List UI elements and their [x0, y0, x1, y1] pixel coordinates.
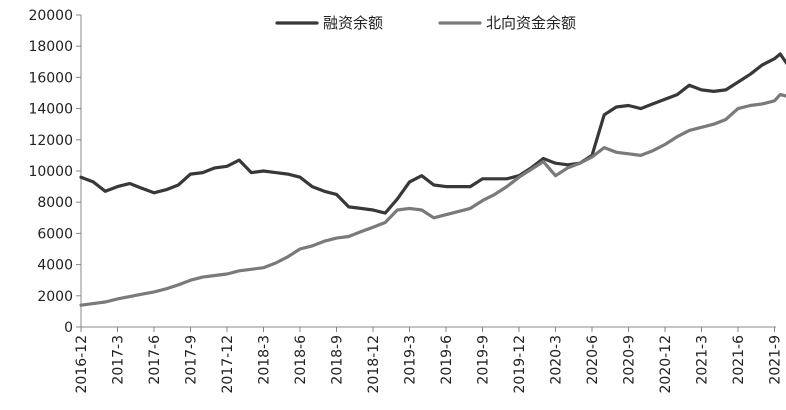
- x-tick-label: 2020-12: [658, 335, 674, 394]
- series-line-2: [79, 93, 786, 307]
- x-tick-label: 2018-6: [293, 335, 309, 385]
- x-tick-label: 2019-12: [512, 335, 528, 394]
- x-tick-label: 2018-12: [366, 335, 382, 394]
- x-tick-label: 2020-6: [585, 335, 601, 385]
- y-tick-label: 6000: [37, 226, 73, 242]
- y-tick-label: 20000: [28, 8, 73, 24]
- y-tick-label: 16000: [28, 70, 73, 86]
- x-axis: 2016-12 2017-3 2017-6 2017-9 2017-12 2018-3 20…: [74, 326, 784, 394]
- x-tick-label: 2016-12: [74, 335, 90, 394]
- x-tick-label: 2018-9: [330, 335, 346, 385]
- y-tick-label: 12000: [28, 133, 73, 149]
- y-tick-label: 4000: [37, 258, 73, 274]
- x-tick-label: 2017-3: [111, 335, 127, 385]
- y-tick-label: 2000: [37, 289, 73, 305]
- x-tick-label: 2019-6: [439, 335, 455, 385]
- legend: 融资余额 北向资金余额: [275, 14, 576, 32]
- x-tick-label: 2018-3: [257, 335, 273, 385]
- x-tick-label: 2021-9: [768, 335, 784, 385]
- series-line-1: [79, 52, 786, 215]
- x-tick-label: 2020-3: [549, 335, 565, 385]
- y-axis: 0 2000 4000 6000 8000 10000 12000 14000 16000 180…: [28, 8, 82, 336]
- x-tick-label: 2020-9: [622, 335, 638, 385]
- y-tick-label: 0: [64, 320, 73, 336]
- x-tick-label: 2017-12: [220, 335, 236, 394]
- y-tick-label: 14000: [28, 102, 73, 118]
- x-tick-label: 2021-3: [695, 335, 711, 385]
- x-tick-label: 2019-3: [403, 335, 419, 385]
- x-tick-label: 2019-9: [476, 335, 492, 385]
- legend-label-1: 融资余额: [323, 14, 383, 32]
- y-tick-label: 8000: [37, 195, 73, 211]
- legend-label-2: 北向资金余额: [486, 14, 576, 32]
- y-tick-label: 10000: [28, 164, 73, 180]
- x-tick-label: 2017-9: [184, 335, 200, 385]
- x-tick-label: 2021-6: [731, 335, 747, 385]
- y-tick-label: 18000: [28, 39, 73, 55]
- x-tick-label: 2017-6: [147, 335, 163, 385]
- series-layer: [79, 52, 786, 307]
